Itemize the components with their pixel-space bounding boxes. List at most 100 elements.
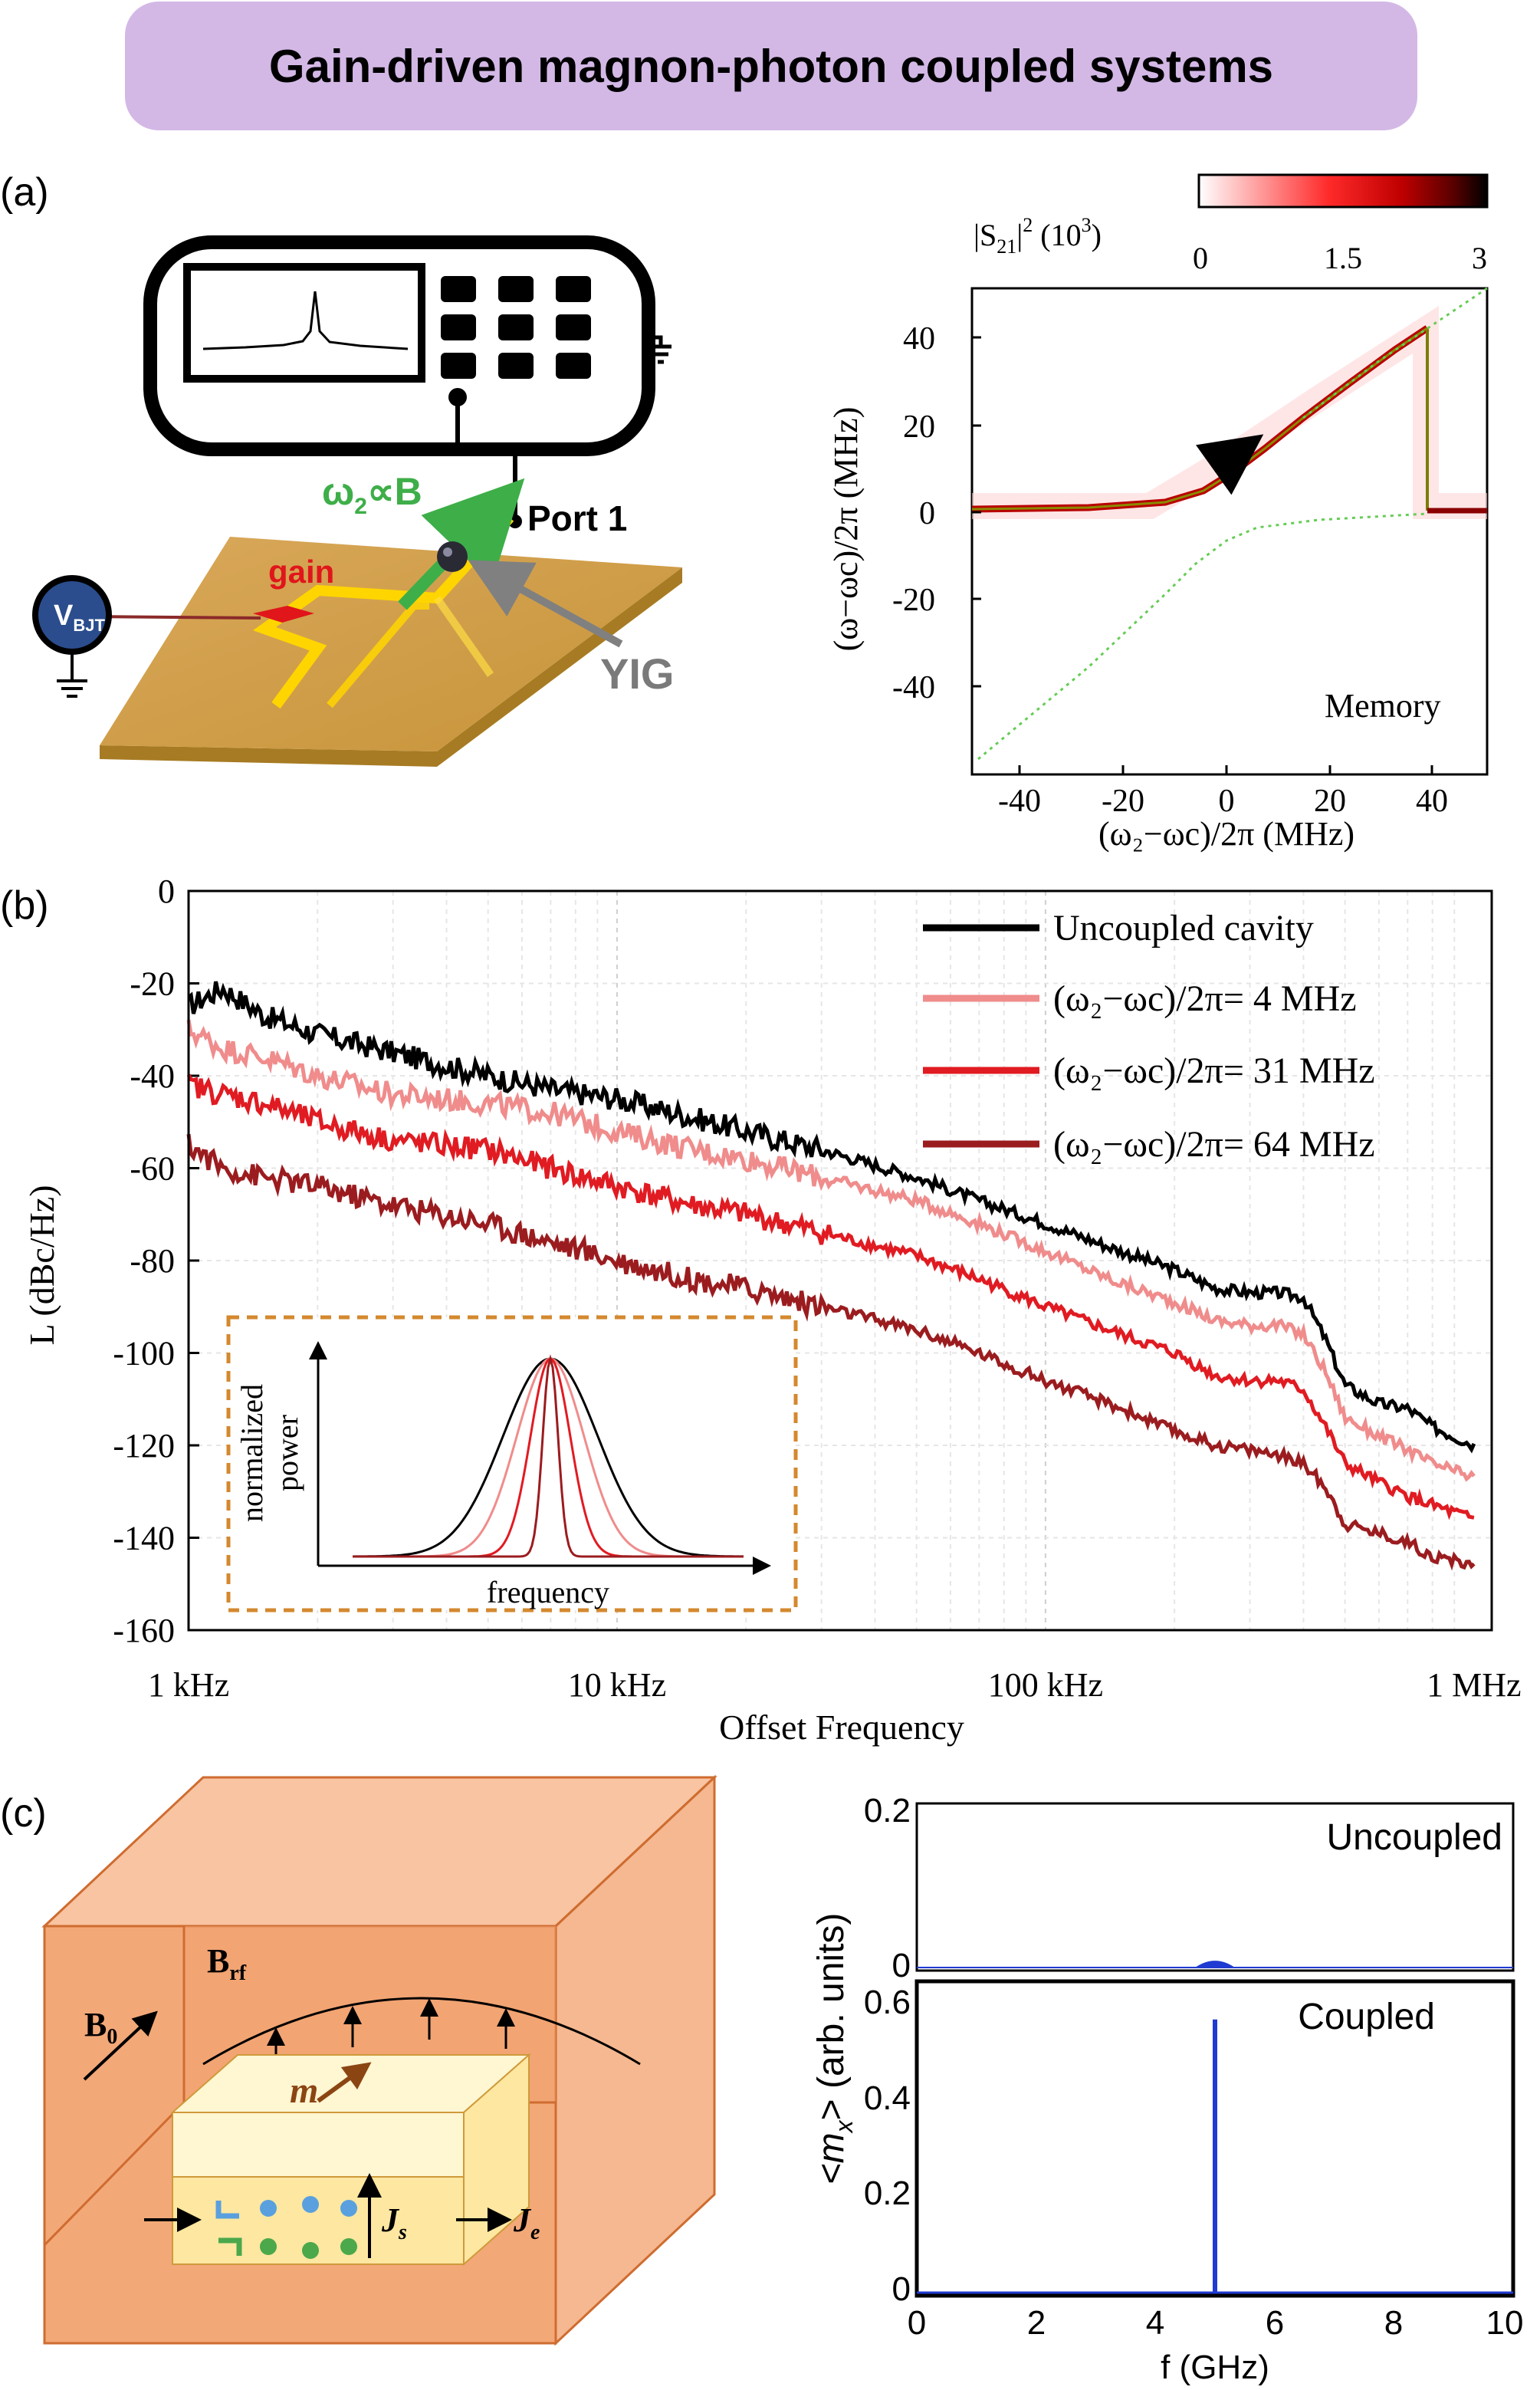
heatmap-yticks: 40 20 0 -20 -40	[892, 321, 935, 705]
legend-label-0: Uncoupled cavity	[1053, 908, 1314, 948]
phase-noise-chart: 0 -20 -40 -60 -80 -100 -120 -140 -160 1 kHz 10 kH…	[22, 873, 1522, 1747]
vna-port-connector	[448, 388, 467, 406]
brf-label: Brf	[207, 1942, 247, 1985]
s21-heatmap: |S21|2 (103) 0 1.5 3 Memory -40 -20 0 20…	[827, 173, 1489, 853]
js-label: Js	[381, 2201, 407, 2244]
colorbar	[1197, 173, 1489, 209]
chart-yticks: 0 -20 -40 -60 -80 -100 -120 -140 -160	[113, 873, 199, 1649]
spectrum-xtick-3: 6	[1266, 2304, 1284, 2342]
chart-ytick: -140	[113, 1520, 175, 1557]
spectrum-top-ytick-0: 0.2	[864, 1792, 911, 1829]
spectrum-xtick-2: 4	[1146, 2304, 1164, 2342]
spectrum-xtick-4: 8	[1384, 2304, 1403, 2342]
heatmap-arrow	[1195, 434, 1264, 495]
heatmap-ytick-2: 0	[919, 496, 935, 531]
heatmap-tick-marks	[972, 336, 1433, 774]
legend-label-3: (ω₂−ωc)/2π= 64 MHz	[1053, 1124, 1375, 1165]
spectrum-xtick-5: 10	[1486, 2304, 1524, 2342]
m-label: m	[290, 2070, 318, 2111]
panel-label-b: (b)	[0, 883, 49, 928]
chart-series	[186, 981, 1476, 1571]
heatmap-xtick-1: -20	[1102, 784, 1144, 819]
panel-label-c: (c)	[0, 1791, 47, 1836]
cavity-schematic: B0 Brf m Je Js	[41, 1774, 717, 2346]
yig-sphere	[437, 541, 468, 572]
chart-ytick: -160	[113, 1612, 175, 1649]
slab-front-upper	[172, 2112, 465, 2178]
inset-lineshape-3	[353, 1354, 744, 1558]
inset-curves	[352, 1354, 744, 1558]
b0-label: B0	[84, 2006, 117, 2049]
heatmap-lower-branch	[977, 512, 1428, 761]
colorbar-tick-2: 3	[1472, 241, 1487, 275]
gain-label: gain	[268, 554, 334, 590]
pcb-board-side	[100, 567, 682, 767]
inset-ylabel-line1: normalized	[235, 1384, 269, 1522]
gain-chip	[253, 606, 314, 623]
chart-frame	[187, 889, 1493, 1632]
heatmap-xtick-3: 20	[1314, 784, 1346, 819]
chart-xlabel: Offset Frequency	[719, 1708, 964, 1747]
spectrum-top-frame	[915, 1802, 1515, 1972]
heatmap-plot-area	[970, 287, 1489, 776]
inset-ylabel-line2: power	[270, 1415, 304, 1491]
chart-series-line-1	[186, 1019, 1476, 1482]
chart-xtick: 1 kHz	[148, 1666, 229, 1704]
heatmap-ytick-0: 40	[903, 321, 935, 357]
heatmap-xtick-0: -40	[998, 784, 1041, 819]
spectrum-top-trace	[917, 1961, 1513, 1968]
chart-series-line-3	[186, 1133, 1476, 1571]
chart-series-line-0	[187, 981, 1476, 1454]
chart-ytick: -120	[113, 1427, 175, 1465]
title-banner: Gain-driven magnon-photon coupled system…	[125, 2, 1417, 130]
yig-label: YIG	[600, 649, 674, 698]
microstrip-line-2	[327, 602, 429, 708]
vna-ground	[649, 335, 671, 364]
colorbar-tick-0: 0	[1193, 241, 1208, 275]
chart-inset: frequency normalized power	[226, 1315, 798, 1613]
page-title: Gain-driven magnon-photon coupled system…	[268, 40, 1274, 92]
spectrum-top-label: Uncoupled	[1327, 1817, 1503, 1858]
chart-ytick: -100	[113, 1335, 175, 1373]
heatmap-ytick-4: -40	[892, 670, 935, 705]
chart-xtick: 100 kHz	[988, 1666, 1103, 1704]
chart-legend: Uncoupled cavity (ω₂−ωc)/2π= 4 MHz (ω₂−ω…	[923, 908, 1375, 1165]
spectrum-top-yticks: 0.2 0	[864, 1792, 911, 1984]
spectrum-bottom-yticks: 0.6 0.4 0.2 0	[864, 1984, 911, 2308]
spectrum-top-ytick-1: 0	[892, 1947, 911, 1984]
chart-ytick: 0	[158, 873, 175, 910]
chart-ytick: -80	[130, 1242, 175, 1280]
legend-label-2: (ω₂−ωc)/2π= 31 MHz	[1053, 1050, 1375, 1091]
chart-xticks: 1 kHz 10 kHz 100 kHz 1 MHz	[148, 1666, 1522, 1704]
cavity-inner-edge-2	[43, 2101, 186, 2247]
bias-line	[85, 615, 261, 620]
spectrum-xlabel: f (GHz)	[1161, 2349, 1269, 2386]
field-label: ω2∝B	[322, 470, 422, 519]
vbjt-label: VBJT	[54, 600, 105, 635]
legend-label-1: (ω₂−ωc)/2π= 4 MHz	[1053, 978, 1357, 1019]
heatmap-ytick-3: -20	[892, 583, 935, 618]
chart-ylabel: L (dBc/Hz)	[22, 1185, 61, 1345]
inset-frame	[226, 1315, 798, 1613]
colorbar-ticks: 0 1.5 3	[1193, 241, 1487, 275]
chart-gridlines	[188, 891, 1492, 1630]
heatmap-upper-branch	[1302, 287, 1488, 419]
heatmap-ytick-1: 20	[903, 409, 935, 445]
vna-keypad	[441, 276, 591, 379]
chart-ytick: -40	[130, 1057, 175, 1095]
chart-ytick: -60	[130, 1150, 175, 1188]
yig-highlight	[443, 547, 452, 557]
spectrum-bottom-ytick-3: 0	[892, 2270, 911, 2308]
heatmap-annotation: Memory	[1325, 687, 1441, 725]
spectrum-bottom-ytick-0: 0.6	[864, 1984, 911, 2021]
chart-series-line-2	[186, 1073, 1475, 1520]
heatmap-ylabel: (ω−ωc)/2π (MHz)	[827, 407, 865, 652]
spectrum-bottom-ytick-1: 0.4	[864, 2079, 911, 2117]
magnetization-spectra: Uncoupled 0.2 0 Coupled 0.6 0.4 0.2 0 0 …	[811, 1792, 1523, 2386]
heatmap-xticks: -40 -20 0 20 40	[998, 784, 1448, 819]
spectrum-xtick-1: 2	[1027, 2304, 1046, 2342]
pcb-board-top	[100, 537, 682, 751]
vna-screen	[183, 263, 425, 383]
microstrip-branch	[433, 596, 494, 677]
